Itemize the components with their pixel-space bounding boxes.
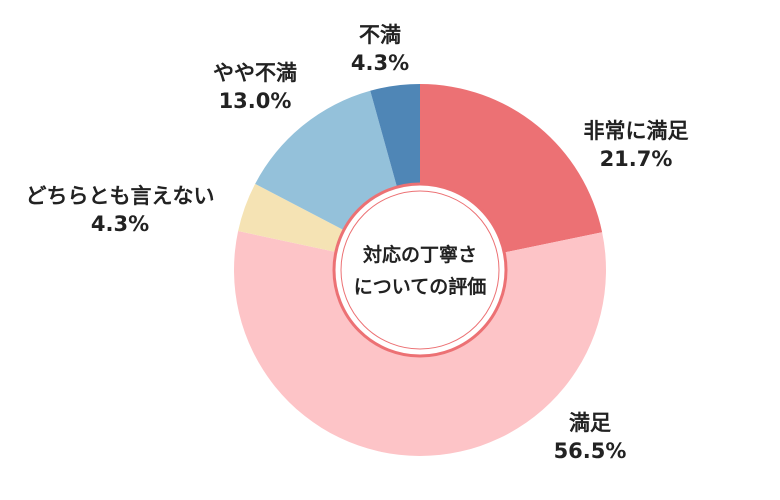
slice-value-label: 56.5% (554, 439, 627, 463)
donut-center: 対応の丁寧さ についての評価 (332, 182, 508, 358)
slice-label: 非常に満足 (584, 119, 689, 143)
slice-label: やや不満 (213, 61, 297, 85)
donut-slice (238, 183, 344, 252)
donut-slice (370, 84, 420, 188)
slice-label: 不満 (359, 23, 401, 47)
slice-value-label: 4.3% (91, 212, 149, 236)
slice-value-label: 13.0% (219, 89, 292, 113)
donut-slices (234, 84, 606, 456)
slice-value-label: 4.3% (351, 51, 409, 75)
slice-labels: 非常に満足 21.7% 満足 56.5% どちらとも言えない 4.3% やや不満 13.0% 不… (26, 23, 689, 463)
slice-label: どちらとも言えない (26, 184, 215, 208)
slice-label: 満足 (569, 411, 611, 435)
donut-slice (255, 90, 398, 231)
donut-slice (420, 84, 603, 253)
slice-value-label: 21.7% (600, 147, 673, 171)
center-text-line-1: 対応の丁寧さ (362, 243, 477, 266)
center-inner-ring (340, 190, 500, 350)
donut-slice (234, 231, 606, 456)
center-text-line-2: についての評価 (354, 275, 486, 298)
